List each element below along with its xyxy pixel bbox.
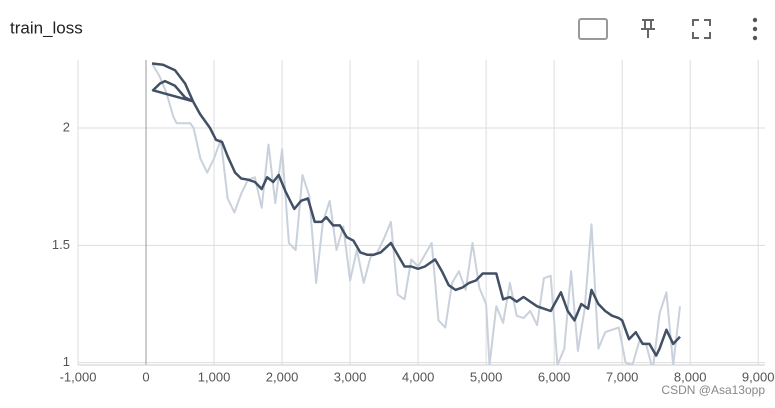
menu-button[interactable] xyxy=(752,17,758,41)
x-tick-label: 2,000 xyxy=(266,369,299,384)
watermark: CSDN @Asa13opp xyxy=(661,383,765,397)
fullscreen-button[interactable] xyxy=(692,19,711,39)
x-tick-label: -1,000 xyxy=(60,369,97,384)
fit-domain-button[interactable] xyxy=(578,18,608,40)
x-tick-label: 7,000 xyxy=(606,369,639,384)
x-tick-label: 1,000 xyxy=(198,369,231,384)
pin-button[interactable] xyxy=(641,19,655,38)
x-tick-label: 6,000 xyxy=(538,369,571,384)
x-tick-label: 9,000 xyxy=(742,369,775,384)
toolbar[interactable] xyxy=(578,17,758,41)
chart-title: train_loss xyxy=(10,18,83,37)
x-tick-label: 0 xyxy=(142,369,149,384)
y-tick-label: 1.5 xyxy=(52,237,70,252)
series-line xyxy=(151,62,681,357)
x-tick-label: 5,000 xyxy=(470,369,503,384)
y-tick-label: 2 xyxy=(63,119,70,134)
x-tick-label: 4,000 xyxy=(402,369,435,384)
x-tick-label: 8,000 xyxy=(674,369,707,384)
series-line xyxy=(151,64,681,365)
y-tick-label: 1 xyxy=(63,354,70,369)
x-tick-label: 3,000 xyxy=(334,369,367,384)
plot-area xyxy=(151,62,681,365)
